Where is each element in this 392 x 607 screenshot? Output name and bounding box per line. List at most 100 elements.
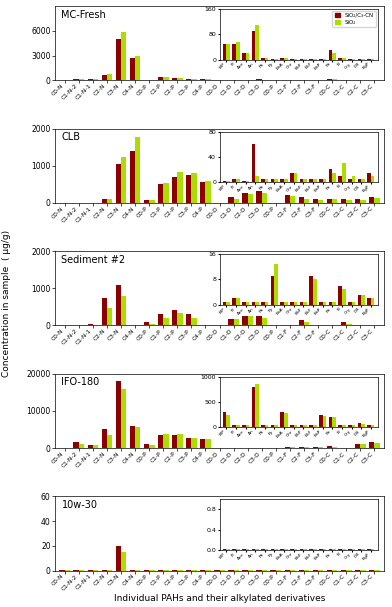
Bar [87, 324, 93, 325]
Bar [107, 199, 112, 203]
Bar [102, 430, 107, 448]
Bar [256, 316, 262, 325]
Bar [290, 197, 295, 203]
Bar [121, 296, 126, 325]
Bar [163, 183, 169, 203]
Bar [285, 447, 290, 448]
Bar [242, 192, 248, 203]
Bar [327, 446, 332, 448]
Bar [205, 79, 211, 80]
Bar [346, 324, 352, 325]
Bar [327, 199, 332, 203]
Bar [121, 32, 126, 80]
Bar [172, 78, 177, 80]
Bar [360, 200, 366, 203]
Text: CLB: CLB [62, 132, 80, 143]
Bar [116, 285, 121, 325]
Bar [107, 435, 112, 448]
Bar [228, 197, 234, 203]
Bar [304, 322, 309, 325]
X-axis label: Individual PAHs and their alkylated derivatives: Individual PAHs and their alkylated deri… [114, 594, 325, 603]
Bar [172, 435, 177, 448]
Bar [186, 175, 191, 203]
Bar [200, 79, 205, 80]
Bar [205, 439, 211, 448]
Bar [121, 157, 126, 203]
Bar [374, 443, 380, 448]
Bar [87, 79, 93, 80]
Text: IFO-180: IFO-180 [62, 378, 100, 387]
Text: Sediment #2: Sediment #2 [62, 255, 125, 265]
Bar [177, 78, 183, 80]
Bar [205, 181, 211, 203]
Bar [79, 79, 84, 80]
Bar [158, 78, 163, 80]
Text: MC-Fresh: MC-Fresh [62, 10, 106, 20]
Bar [116, 164, 121, 203]
Bar [163, 434, 169, 448]
Bar [248, 316, 253, 325]
Bar [360, 444, 366, 448]
Bar [327, 79, 332, 80]
Bar [290, 447, 295, 448]
Bar [87, 445, 93, 448]
Bar [135, 56, 140, 80]
Bar [172, 177, 177, 203]
Bar [262, 318, 267, 325]
Bar [234, 319, 239, 325]
Bar [116, 39, 121, 80]
Bar [144, 444, 149, 448]
Bar [158, 314, 163, 325]
Bar [313, 199, 318, 203]
Text: 10w-30: 10w-30 [62, 500, 98, 510]
Bar [346, 200, 352, 203]
Bar [107, 308, 112, 325]
Bar [172, 310, 177, 325]
Bar [313, 447, 318, 448]
Bar [163, 319, 169, 325]
Bar [299, 319, 304, 325]
Bar [355, 444, 360, 448]
Bar [191, 438, 197, 448]
Bar [135, 137, 140, 203]
Bar [369, 443, 374, 448]
Bar [158, 185, 163, 203]
Bar [200, 183, 205, 203]
Bar [191, 79, 197, 80]
Bar [116, 381, 121, 448]
Bar [332, 199, 338, 203]
Bar [144, 322, 149, 325]
Bar [130, 426, 135, 448]
Bar [234, 199, 239, 203]
Bar [248, 194, 253, 203]
Bar [228, 319, 234, 325]
Bar [177, 313, 183, 325]
Bar [121, 388, 126, 448]
Bar [374, 198, 380, 203]
Bar [144, 200, 149, 203]
Bar [242, 316, 248, 325]
Bar [369, 197, 374, 203]
Bar [93, 446, 98, 448]
Bar [341, 199, 346, 203]
Bar [285, 195, 290, 203]
Bar [256, 191, 262, 203]
Bar [130, 58, 135, 80]
Bar [102, 199, 107, 203]
Bar [163, 77, 169, 80]
Bar [299, 197, 304, 203]
Bar [149, 324, 154, 325]
Bar [73, 443, 79, 448]
Bar [158, 435, 163, 448]
Bar [318, 447, 323, 448]
Bar [107, 73, 112, 80]
Bar [73, 79, 79, 80]
Bar [149, 445, 154, 448]
Bar [186, 314, 191, 325]
Bar [116, 546, 121, 571]
Text: Concentration in sample  ( μg/g): Concentration in sample ( μg/g) [2, 230, 11, 377]
Bar [191, 173, 197, 203]
Bar [355, 199, 360, 203]
Bar [130, 151, 135, 203]
Bar [262, 192, 267, 203]
